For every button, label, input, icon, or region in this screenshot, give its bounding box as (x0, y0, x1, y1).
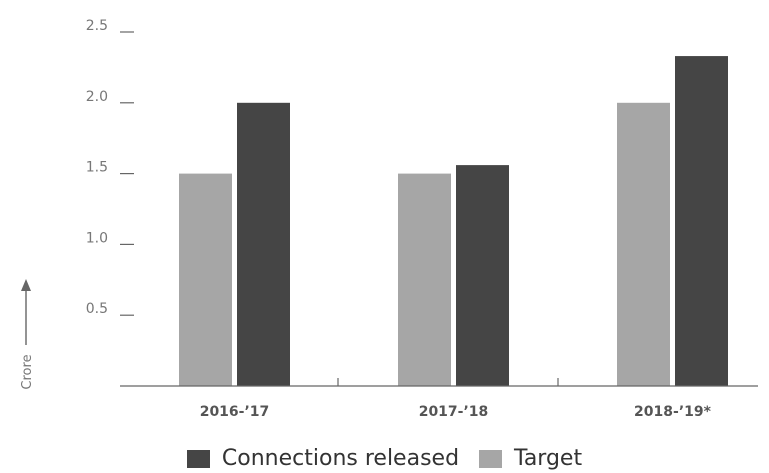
x-tick-label: 2018-’19* (634, 404, 712, 420)
bar-target (398, 173, 451, 386)
bar-chart: 0.5 1.0 1.5 2.0 2.5 2016-’17 2017-’18 2018-’19… (20, 18, 758, 420)
legend-label-connections-released: Connections released (221, 446, 460, 471)
bar-target (617, 102, 670, 387)
legend-swatch-connections-released (186, 449, 210, 468)
y-tick-label: 2.0 (86, 89, 108, 105)
bar-connections-released (675, 56, 728, 387)
bar-connections-released (237, 102, 290, 387)
y-arrow-head (21, 279, 31, 291)
y-tick-label: 1.5 (86, 160, 108, 176)
legend: Connections released Target (0, 446, 769, 471)
y-axis-label: Crore (20, 354, 35, 389)
y-tick-label: 1.0 (86, 230, 108, 246)
bar-connections-released (456, 165, 509, 386)
legend-label-target: Target (514, 446, 583, 471)
y-axis-title: Crore (20, 279, 35, 390)
y-tick-label: 2.5 (86, 18, 108, 34)
legend-item-connections-released: Connections released (186, 446, 460, 471)
y-tick-label: 0.5 (86, 301, 108, 317)
bars (179, 56, 728, 387)
y-axis-ticks: 0.5 1.0 1.5 2.0 2.5 (86, 18, 134, 317)
legend-swatch-target (479, 449, 503, 468)
x-axis-labels: 2016-’17 2017-’18 2018-’19* (200, 378, 712, 420)
bar-target (179, 173, 232, 386)
x-tick-label: 2017-’18 (419, 404, 489, 420)
x-tick-label: 2016-’17 (200, 404, 270, 420)
legend-item-target: Target (479, 446, 582, 471)
